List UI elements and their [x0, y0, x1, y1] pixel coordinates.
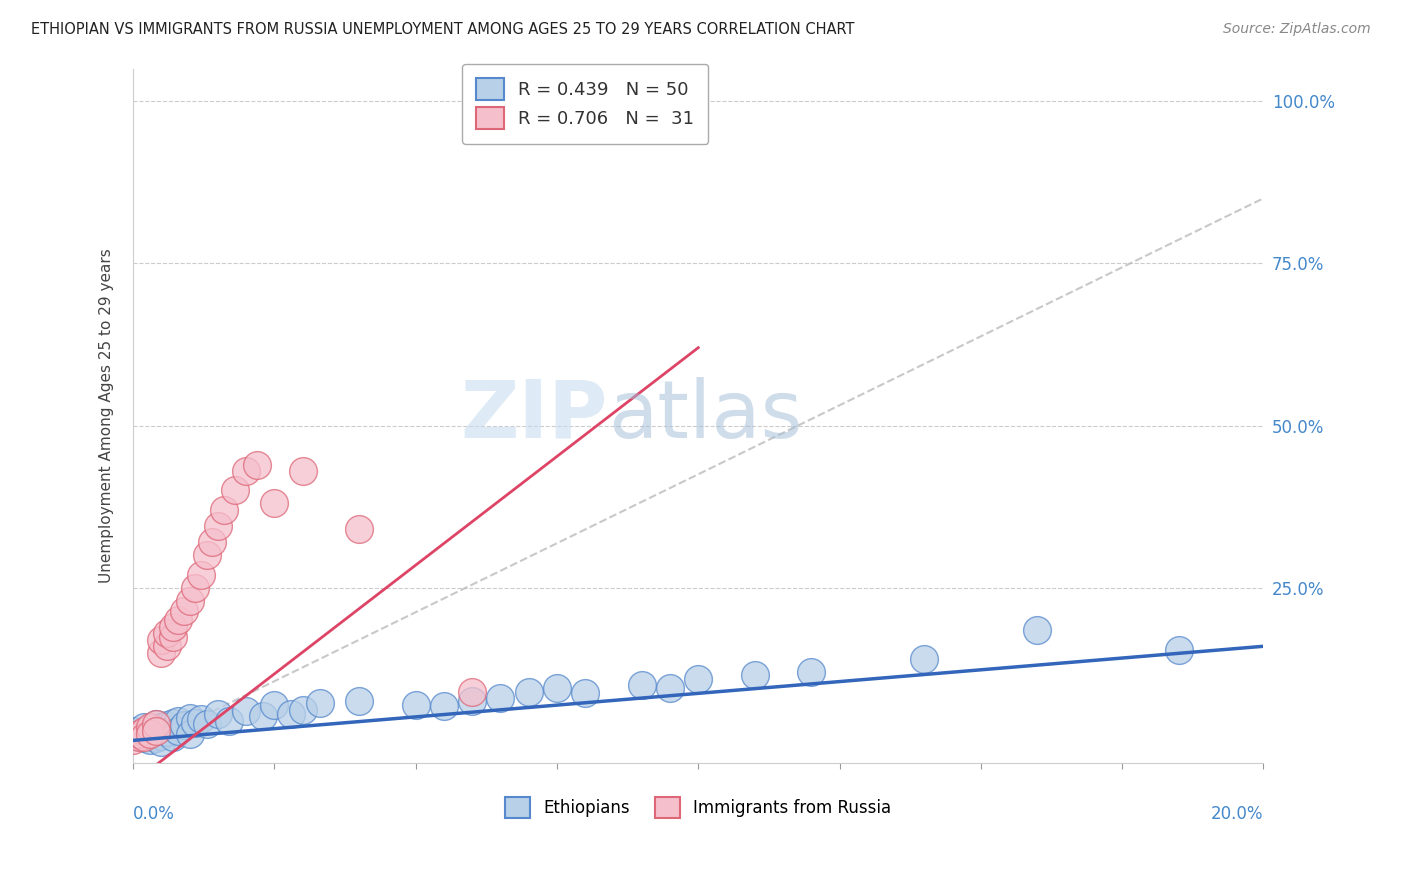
Text: 20.0%: 20.0%	[1211, 805, 1264, 822]
Point	[162, 630, 184, 644]
Point	[162, 715, 184, 730]
Point	[433, 698, 456, 713]
Point	[139, 720, 162, 734]
Point	[139, 725, 162, 739]
Point	[912, 652, 935, 666]
Point	[235, 464, 257, 478]
Point	[291, 703, 314, 717]
Point	[190, 567, 212, 582]
Point	[201, 535, 224, 549]
Text: 0.0%: 0.0%	[134, 805, 174, 822]
Point	[156, 640, 179, 654]
Point	[134, 723, 156, 738]
Point	[167, 714, 190, 728]
Point	[139, 733, 162, 747]
Point	[461, 694, 484, 708]
Point	[173, 604, 195, 618]
Point	[150, 646, 173, 660]
Point	[145, 723, 167, 738]
Point	[246, 458, 269, 472]
Point	[347, 694, 370, 708]
Point	[744, 668, 766, 682]
Point	[122, 733, 145, 747]
Point	[308, 697, 330, 711]
Point	[167, 723, 190, 738]
Point	[461, 684, 484, 698]
Point	[150, 720, 173, 734]
Point	[489, 691, 512, 706]
Text: atlas: atlas	[607, 376, 803, 455]
Point	[145, 731, 167, 746]
Point	[190, 712, 212, 726]
Point	[150, 729, 173, 743]
Legend: Ethiopians, Immigrants from Russia: Ethiopians, Immigrants from Russia	[498, 790, 898, 824]
Point	[167, 613, 190, 627]
Point	[252, 709, 274, 723]
Point	[128, 727, 150, 741]
Point	[1167, 642, 1189, 657]
Text: ZIP: ZIP	[461, 376, 607, 455]
Point	[128, 727, 150, 741]
Point	[150, 632, 173, 647]
Point	[207, 519, 229, 533]
Point	[128, 730, 150, 744]
Point	[659, 681, 682, 696]
Point	[207, 707, 229, 722]
Point	[122, 723, 145, 738]
Point	[195, 717, 218, 731]
Point	[134, 731, 156, 746]
Point	[139, 727, 162, 741]
Text: Source: ZipAtlas.com: Source: ZipAtlas.com	[1223, 22, 1371, 37]
Point	[162, 620, 184, 634]
Point	[800, 665, 823, 680]
Point	[128, 730, 150, 744]
Point	[212, 503, 235, 517]
Point	[688, 672, 710, 686]
Point	[134, 730, 156, 744]
Point	[145, 717, 167, 731]
Point	[630, 678, 652, 692]
Point	[162, 730, 184, 744]
Point	[156, 718, 179, 732]
Point	[1026, 623, 1049, 637]
Point	[224, 483, 246, 498]
Y-axis label: Unemployment Among Ages 25 to 29 years: Unemployment Among Ages 25 to 29 years	[100, 249, 114, 583]
Point	[195, 549, 218, 563]
Point	[517, 684, 540, 698]
Point	[291, 464, 314, 478]
Point	[150, 735, 173, 749]
Point	[235, 704, 257, 718]
Point	[280, 707, 302, 722]
Point	[263, 496, 285, 510]
Point	[145, 727, 167, 741]
Point	[546, 681, 568, 696]
Point	[218, 714, 240, 728]
Point	[145, 717, 167, 731]
Point	[179, 711, 201, 725]
Point	[139, 729, 162, 743]
Point	[173, 718, 195, 732]
Point	[156, 626, 179, 640]
Point	[263, 698, 285, 712]
Text: ETHIOPIAN VS IMMIGRANTS FROM RUSSIA UNEMPLOYMENT AMONG AGES 25 TO 29 YEARS CORRE: ETHIOPIAN VS IMMIGRANTS FROM RUSSIA UNEM…	[31, 22, 855, 37]
Point	[179, 727, 201, 741]
Point	[184, 581, 207, 595]
Point	[347, 523, 370, 537]
Point	[156, 725, 179, 739]
Point	[574, 686, 596, 700]
Point	[405, 698, 427, 712]
Point	[134, 720, 156, 734]
Point	[179, 594, 201, 608]
Point	[184, 715, 207, 730]
